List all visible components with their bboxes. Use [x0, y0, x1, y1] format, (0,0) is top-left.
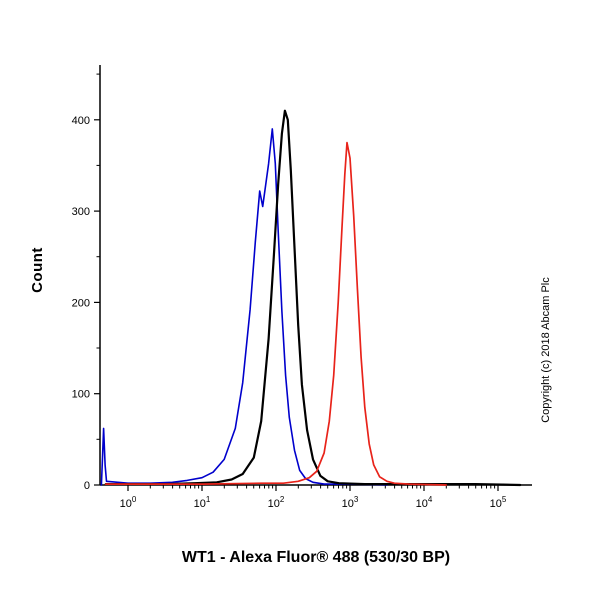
y-tick-label: 200	[72, 297, 90, 309]
copyright-text: Copyright (c) 2018 Abcam Plc	[540, 277, 552, 423]
y-tick-label: 100	[72, 389, 90, 401]
y-tick-label: 300	[72, 206, 90, 218]
x-tick-label: 101	[194, 495, 211, 510]
y-tick-label: 400	[72, 115, 90, 127]
x-tick-label: 104	[416, 495, 433, 510]
x-tick-label: 103	[342, 495, 359, 510]
red-curve	[104, 141, 448, 486]
x-tick-label: 102	[268, 495, 285, 510]
x-axis-label: WT1 - Alexa Fluor® 488 (530/30 BP)	[181, 549, 451, 566]
y-tick-label: 0	[84, 480, 90, 492]
y-axis-label: Count	[29, 247, 46, 293]
black-curve	[104, 109, 522, 487]
x-tick-label: 100	[120, 495, 137, 510]
x-tick-label: 105	[490, 495, 507, 510]
